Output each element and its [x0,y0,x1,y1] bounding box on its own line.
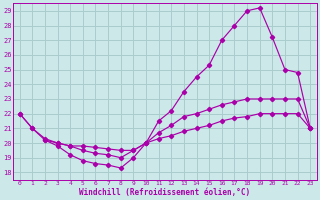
X-axis label: Windchill (Refroidissement éolien,°C): Windchill (Refroidissement éolien,°C) [79,188,251,197]
